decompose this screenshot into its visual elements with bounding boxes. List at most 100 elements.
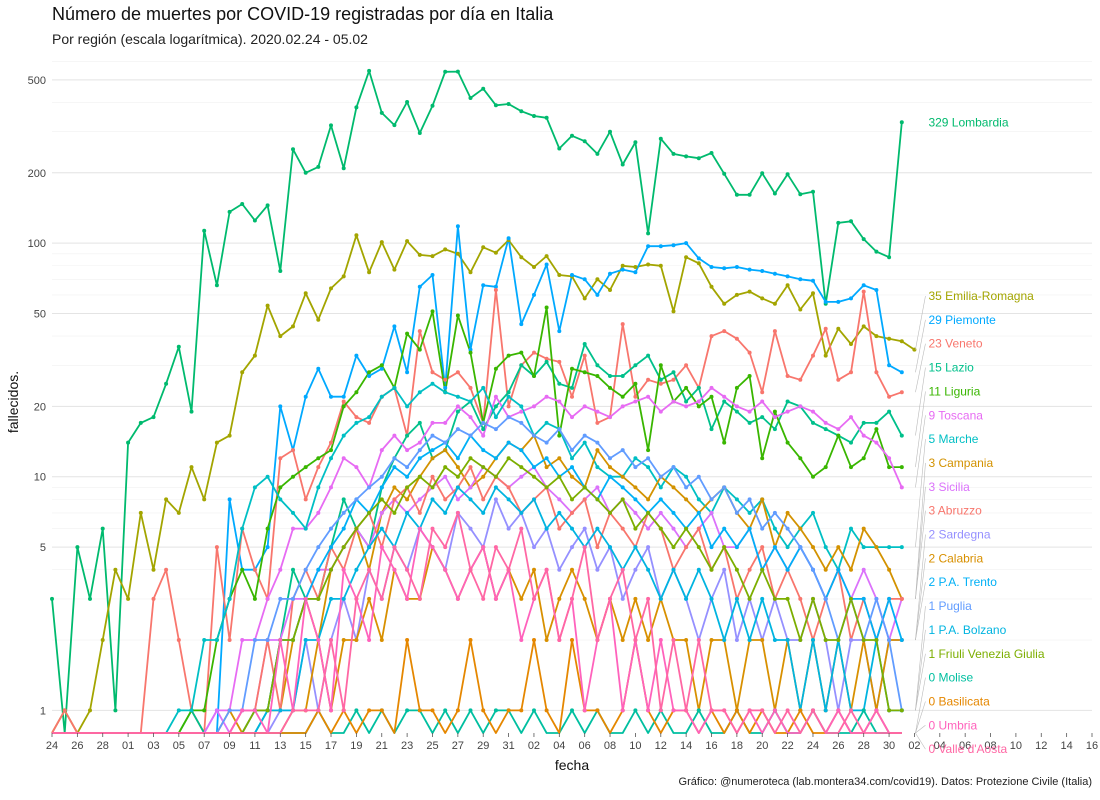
- data-point: [785, 708, 790, 713]
- series-line: [51, 70, 903, 734]
- data-point: [278, 567, 283, 572]
- data-point: [443, 545, 448, 550]
- data-point: [747, 497, 752, 502]
- data-point: [658, 474, 663, 479]
- data-point: [455, 394, 460, 399]
- data-point: [772, 415, 777, 420]
- x-tick-label: 10: [629, 740, 641, 752]
- data-point: [899, 390, 904, 395]
- data-point: [468, 526, 473, 531]
- x-tick-label: 07: [198, 740, 210, 752]
- data-point: [861, 324, 866, 329]
- x-tick-label: 01: [122, 740, 134, 752]
- data-point: [506, 440, 511, 445]
- data-point: [379, 240, 384, 245]
- data-point: [671, 510, 676, 515]
- data-point: [138, 510, 143, 515]
- data-point: [696, 510, 701, 515]
- data-point: [874, 545, 879, 550]
- data-point: [620, 497, 625, 502]
- data-point: [151, 567, 156, 572]
- data-point: [582, 485, 587, 490]
- data-point: [646, 526, 651, 531]
- x-tick-label: 11: [249, 740, 260, 752]
- data-point: [633, 485, 638, 490]
- data-point: [417, 448, 422, 453]
- data-point: [861, 567, 866, 572]
- data-point: [671, 151, 676, 156]
- data-point: [468, 415, 473, 420]
- data-point: [468, 638, 473, 642]
- data-point: [836, 638, 841, 642]
- data-point: [506, 708, 511, 713]
- data-point: [202, 228, 207, 233]
- data-point: [722, 485, 727, 490]
- data-point: [481, 448, 486, 453]
- data-point: [760, 171, 765, 176]
- data-point: [405, 474, 410, 479]
- data-point: [874, 427, 879, 432]
- x-axis-title: fecha: [555, 757, 589, 773]
- data-point: [316, 638, 321, 642]
- x-tick-label: 28: [858, 740, 870, 752]
- data-point: [493, 456, 498, 461]
- series-end-label: 0 Umbria: [928, 718, 977, 732]
- data-point: [392, 324, 397, 329]
- label-leader-line: [915, 415, 926, 488]
- data-point: [836, 299, 841, 304]
- x-tick-label: 05: [173, 740, 185, 752]
- x-tick-label: 19: [350, 740, 362, 752]
- data-point: [899, 545, 904, 550]
- data-point: [265, 545, 270, 550]
- data-point: [303, 708, 308, 713]
- data-point: [620, 322, 625, 327]
- data-point: [671, 545, 676, 550]
- data-point: [493, 497, 498, 502]
- series-end-label: 11 Liguria: [928, 384, 980, 398]
- data-point: [329, 440, 333, 445]
- data-point: [836, 708, 841, 713]
- data-point: [379, 638, 384, 642]
- data-point: [379, 510, 384, 515]
- series-end-label: 1 Friuli Venezia Giulia: [928, 647, 1044, 661]
- data-point: [506, 353, 511, 358]
- data-point: [519, 109, 524, 114]
- data-point: [887, 363, 892, 368]
- data-point: [747, 192, 752, 197]
- data-point: [760, 399, 765, 404]
- data-point: [455, 427, 460, 432]
- data-point: [684, 545, 689, 550]
- data-point: [633, 497, 638, 502]
- data-point: [849, 219, 853, 224]
- data-point: [633, 510, 638, 515]
- data-point: [303, 465, 308, 470]
- data-point: [443, 69, 448, 74]
- data-point: [760, 296, 765, 301]
- data-point: [176, 344, 181, 349]
- data-point: [709, 151, 714, 155]
- data-point: [696, 497, 701, 502]
- data-point: [633, 465, 638, 470]
- data-point: [823, 567, 828, 572]
- data-point: [151, 596, 156, 601]
- data-point: [354, 497, 359, 502]
- data-point: [493, 366, 498, 371]
- data-point: [734, 404, 739, 409]
- series-line: [52, 343, 903, 734]
- data-point: [608, 510, 612, 515]
- data-point: [544, 456, 549, 461]
- data-point: [303, 170, 308, 175]
- data-point: [646, 638, 651, 642]
- data-point: [367, 545, 372, 550]
- data-point: [887, 394, 892, 399]
- series-end-label: 15 Lazio: [928, 361, 974, 375]
- data-point: [481, 433, 486, 438]
- data-point: [405, 567, 410, 572]
- data-point: [785, 274, 790, 279]
- data-point: [291, 474, 295, 479]
- data-point: [100, 526, 105, 531]
- data-point: [696, 545, 701, 550]
- data-point: [747, 350, 752, 355]
- data-point: [671, 567, 676, 572]
- data-point: [620, 474, 625, 479]
